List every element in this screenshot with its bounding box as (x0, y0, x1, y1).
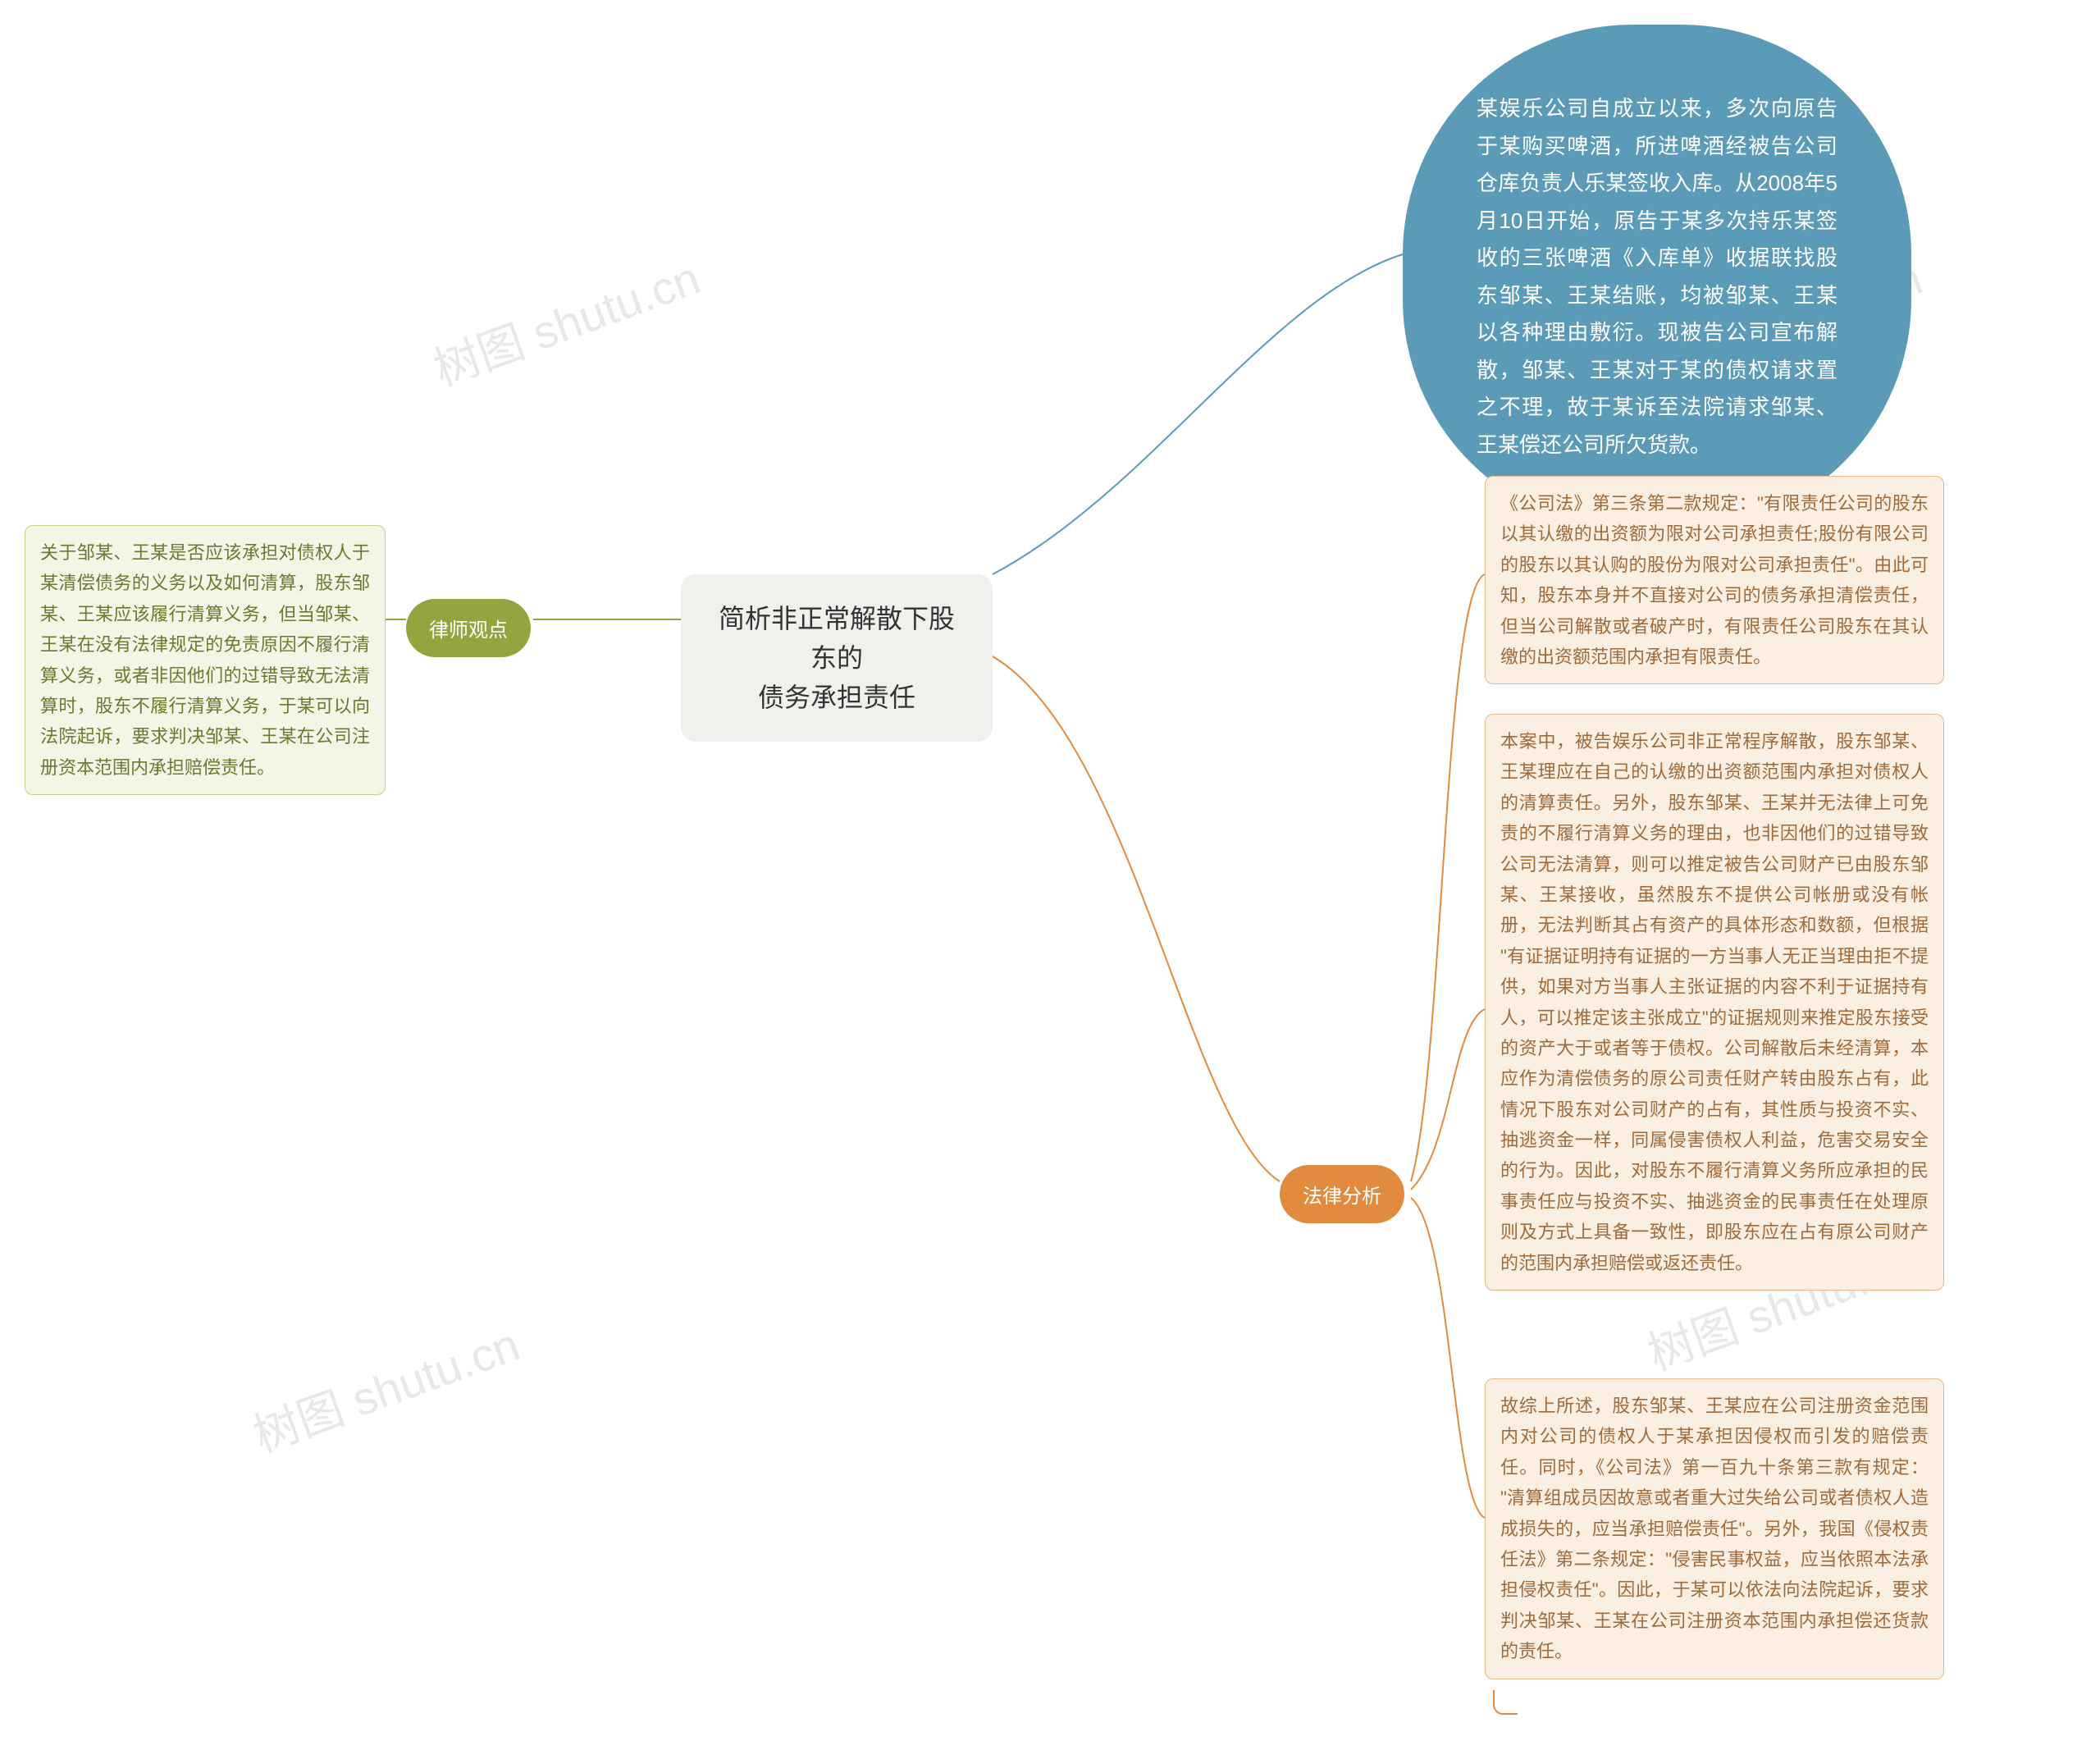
center-node: 简析非正常解散下股东的 债务承担责任 (681, 574, 993, 742)
lawyer-view-label: 律师观点 (406, 599, 531, 657)
case-summary-text: 某娱乐公司自成立以来，多次向原告于某购买啤酒，所进啤酒经被告公司仓库负责人乐某签… (1477, 96, 1838, 457)
watermark: 树图 shutu.cn (423, 241, 708, 399)
legal-analysis-label-text: 法律分析 (1303, 1186, 1381, 1208)
legal-analysis-para1-text: 《公司法》第三条第二款规定："有限责任公司的股东以其认缴的出资额为限对公司承担责… (1500, 493, 1929, 667)
legal-analysis-para3: 故综上所述，股东邹某、王某应在公司注册资金范围内对公司的债权人于某承担因侵权而引… (1485, 1378, 1944, 1679)
watermark: 树图 shutu.cn (243, 1308, 527, 1465)
legal-analysis-para3-text: 故综上所述，股东邹某、王某应在公司注册资金范围内对公司的债权人于某承担因侵权而引… (1500, 1396, 1929, 1661)
legal-analysis-para2: 本案中，被告娱乐公司非正常程序解散，股东邹某、王某理应在自己的认缴的出资额范围内… (1485, 714, 1944, 1291)
center-title-line1: 简析非正常解散下股东的 (714, 599, 960, 678)
case-summary-node: 某娱乐公司自成立以来，多次向原告于某购买啤酒，所进啤酒经被告公司仓库负责人乐某签… (1403, 25, 1911, 529)
legal-analysis-para2-text: 本案中，被告娱乐公司非正常程序解散，股东邹某、王某理应在自己的认缴的出资额范围内… (1500, 731, 1929, 1273)
lawyer-view-body: 关于邹某、王某是否应该承担对债权人于某清偿债务的义务以及如何清算，股东邹某、王某… (25, 525, 386, 795)
legal-analysis-label: 法律分析 (1280, 1165, 1404, 1223)
center-title-line2: 债务承担责任 (714, 678, 960, 717)
tail-decoration (1493, 1690, 1518, 1715)
legal-analysis-para1: 《公司法》第三条第二款规定："有限责任公司的股东以其认缴的出资额为限对公司承担责… (1485, 476, 1944, 684)
lawyer-view-label-text: 律师观点 (429, 619, 508, 642)
lawyer-view-body-text: 关于邹某、王某是否应该承担对债权人于某清偿债务的义务以及如何清算，股东邹某、王某… (40, 542, 370, 778)
